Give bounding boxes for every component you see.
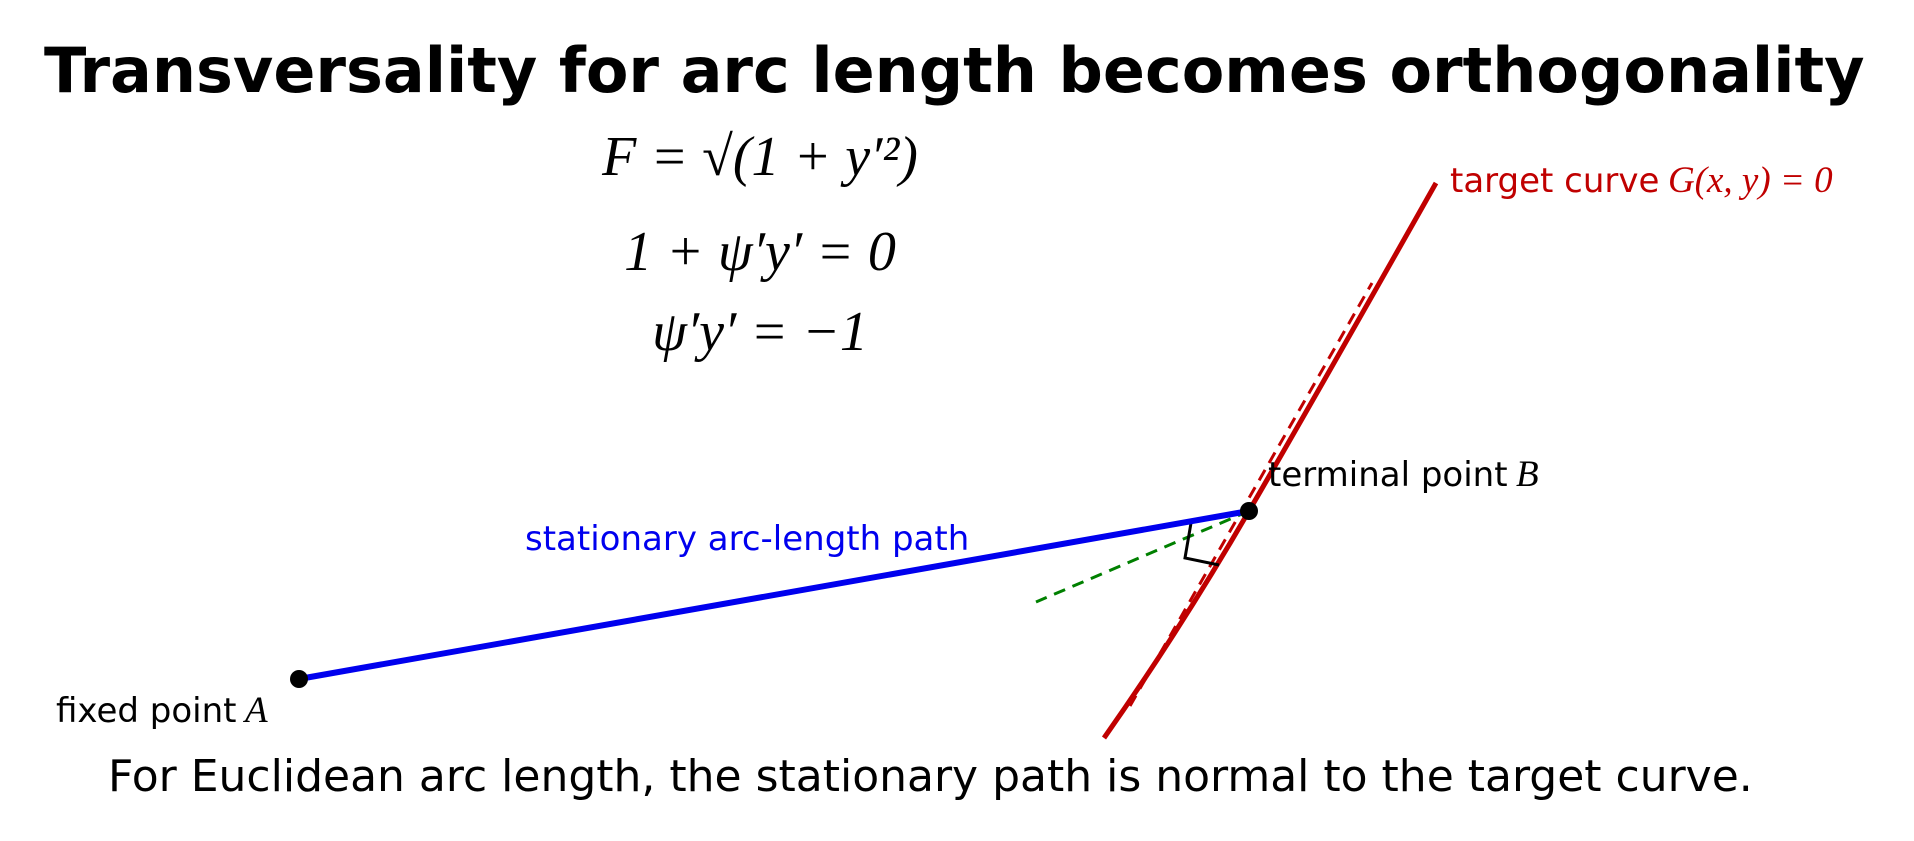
equation: F = √(1 + y′²) xyxy=(601,126,918,188)
terminal-point-label: terminal point B xyxy=(1268,454,1539,495)
label-math: G(x, y) = 0 xyxy=(1668,160,1833,201)
stationary-path xyxy=(298,508,1250,682)
slide-title: Transversality for arc length becomes or… xyxy=(44,34,1865,107)
label-math: A xyxy=(242,690,268,731)
caption: For Euclidean arc length, the stationary… xyxy=(108,751,1753,802)
equation: 1 + ψ′y′ = 0 xyxy=(624,221,896,283)
tangent-line xyxy=(1128,282,1374,707)
label-text: fixed point xyxy=(56,691,237,731)
normal-line xyxy=(1035,509,1250,604)
label-math: B xyxy=(1516,454,1539,495)
target-curve-label: target curve G(x, y) = 0 xyxy=(1450,160,1833,201)
label-text: target curve xyxy=(1450,161,1659,201)
path-label: stationary arc-length path xyxy=(525,519,969,559)
point-b xyxy=(1240,502,1258,520)
point-a xyxy=(290,670,308,688)
equation: ψ′y′ = −1 xyxy=(652,301,868,363)
label-text: terminal point xyxy=(1268,455,1508,495)
right-angle-marker xyxy=(1183,522,1220,567)
fixed-point-label: fixed point A xyxy=(56,690,268,731)
